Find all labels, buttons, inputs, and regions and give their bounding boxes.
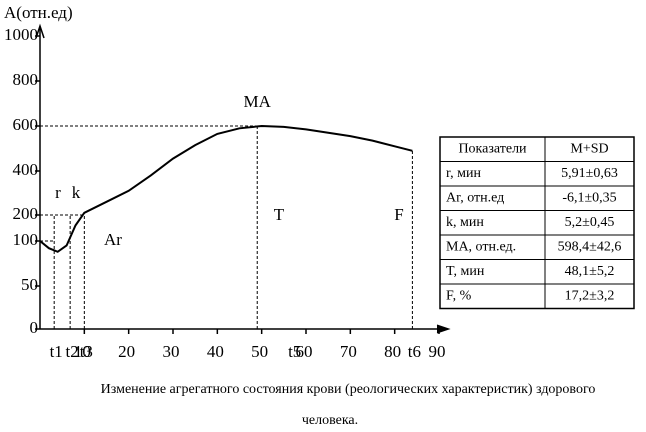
- marker-label: t6: [408, 342, 421, 361]
- annotation: Ar: [104, 230, 122, 249]
- y-tick-label: 50: [21, 275, 38, 294]
- table-cell: 17,2±3,2: [565, 288, 615, 303]
- caption: Изменение агрегатного состояния крови (р…: [101, 382, 596, 397]
- x-tick-label: 20: [118, 342, 135, 361]
- chart: А(отн.ед) 050100200400600800100010203040…: [0, 0, 646, 432]
- y-axis-label: А(отн.ед): [4, 3, 73, 22]
- marker-label: t2: [66, 342, 79, 361]
- table-cell: MA, отн.ед.: [446, 239, 516, 254]
- table-cell: Ar, отн.ед: [446, 190, 504, 205]
- annotation: r: [55, 183, 61, 202]
- y-tick-label: 800: [13, 70, 39, 89]
- table-cell: 598,4±42,6: [558, 239, 622, 254]
- table-cell: T, мин: [446, 264, 485, 279]
- x-tick-label: 70: [340, 342, 357, 361]
- x-tick-label: 30: [163, 342, 180, 361]
- table-cell: r, мин: [446, 166, 481, 181]
- curve: [40, 126, 412, 252]
- caption: человека.: [302, 413, 358, 428]
- table-cell: k, мин: [446, 215, 484, 230]
- table-cell: 48,1±5,2: [565, 264, 615, 279]
- annotation: T: [274, 205, 285, 224]
- table-cell: 5,91±0,63: [561, 166, 618, 181]
- table-cell: M+SD: [570, 141, 608, 156]
- table-cell: F, %: [446, 288, 472, 303]
- ma-label: MA: [244, 92, 272, 111]
- y-tick-label: 100: [13, 230, 39, 249]
- table-cell: 5,2±0,45: [565, 215, 615, 230]
- marker-label: t5: [288, 342, 301, 361]
- marker-label: t1: [50, 342, 63, 361]
- y-tick-label: 1000: [4, 25, 38, 44]
- marker-label: t3: [80, 342, 93, 361]
- x-tick-label: 50: [251, 342, 268, 361]
- y-tick-label: 0: [30, 318, 39, 337]
- annotation: F: [394, 205, 403, 224]
- table-cell: -6,1±0,35: [562, 190, 616, 205]
- x-tick-label: 40: [207, 342, 224, 361]
- table-cell: Показатели: [458, 141, 527, 156]
- x-tick-label: 80: [384, 342, 401, 361]
- page: А(отн.ед) 050100200400600800100010203040…: [0, 0, 646, 432]
- y-tick-label: 600: [13, 115, 39, 134]
- annotation: k: [72, 183, 81, 202]
- x-tick-label: 90: [429, 342, 446, 361]
- y-tick-label: 400: [13, 160, 39, 179]
- y-tick-label: 200: [13, 204, 39, 223]
